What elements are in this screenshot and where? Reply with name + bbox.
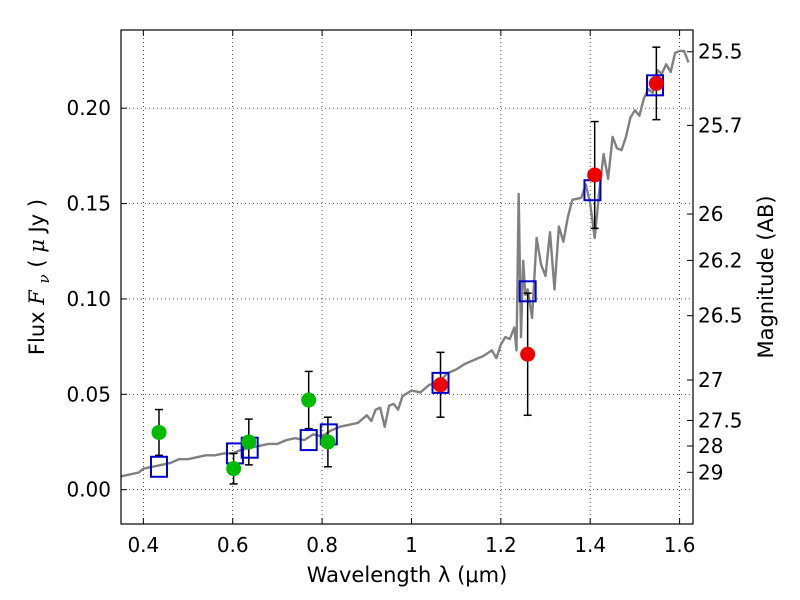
right-tick-label: 26.2 — [698, 248, 743, 272]
y-axis-label-prefix: Flux — [25, 305, 49, 355]
error-bars-layer — [154, 46, 661, 485]
x-tick-label: 0.8 — [306, 533, 338, 557]
right-tick-label: 25.7 — [698, 113, 743, 137]
y-axis-label-unit-mu: μ — [25, 239, 49, 253]
right-tick-label: 29 — [698, 460, 723, 484]
circle-marker — [301, 392, 317, 408]
model-spectrum-layer — [120, 49, 690, 478]
y-tick-label: 0.05 — [66, 382, 111, 406]
grid-lines — [121, 30, 693, 524]
right-tick-label: 27 — [698, 368, 723, 392]
circle-marker — [320, 434, 336, 450]
tick-labels-layer: 0.4 0.6 0.8 1 1.2 1.4 1.6 0.00 0.05 0.10 0.15 0.20 2… — [66, 40, 742, 557]
model-spectrum-line — [120, 49, 690, 478]
y-axis-label-unit-open: ( — [25, 259, 49, 267]
x-tick-label: 1.2 — [485, 533, 517, 557]
circle-marker — [241, 434, 257, 450]
y-tick-label: 0.20 — [66, 96, 111, 120]
x-tick-label: 0.4 — [127, 533, 159, 557]
circle-marker — [226, 461, 242, 477]
square-marker — [299, 429, 318, 452]
y-tick-label: 0.00 — [66, 478, 111, 502]
y-axis-label-subscript: ν — [35, 274, 53, 283]
y-axis-label-symbol: F — [25, 289, 49, 306]
circle-marker — [151, 424, 167, 440]
x-tick-label: 1.6 — [664, 533, 696, 557]
right-tick-label: 25.5 — [698, 40, 743, 64]
circle-marker — [433, 377, 449, 393]
y-axis-label-unit-rest: Jy ) — [25, 199, 49, 235]
square-marker — [518, 280, 537, 303]
y-tick-label: 0.15 — [66, 192, 111, 216]
right-axis-label: Magnitude (AB) — [754, 195, 778, 358]
y-tick-label: 0.10 — [66, 287, 111, 311]
x-axis-label: Wavelength λ (μm) — [307, 563, 508, 587]
x-tick-label: 0.6 — [217, 533, 249, 557]
circle-marker — [648, 75, 664, 91]
x-tick-label: 1 — [405, 533, 418, 557]
right-tick-label: 28 — [698, 434, 723, 458]
x-tick-label: 1.4 — [574, 533, 606, 557]
ticks-layer — [121, 30, 693, 524]
square-marker — [149, 455, 168, 478]
square-marker — [431, 371, 450, 394]
right-tick-label: 26.5 — [698, 304, 743, 328]
markers-layer — [149, 74, 665, 478]
circle-marker — [587, 167, 603, 183]
y-axis-label: Flux F ν ( μ Jy ) — [25, 199, 54, 355]
plot-frame — [120, 29, 694, 525]
circle-marker — [520, 346, 536, 362]
right-tick-label: 26 — [698, 202, 723, 226]
right-tick-label: 27.5 — [698, 408, 743, 432]
